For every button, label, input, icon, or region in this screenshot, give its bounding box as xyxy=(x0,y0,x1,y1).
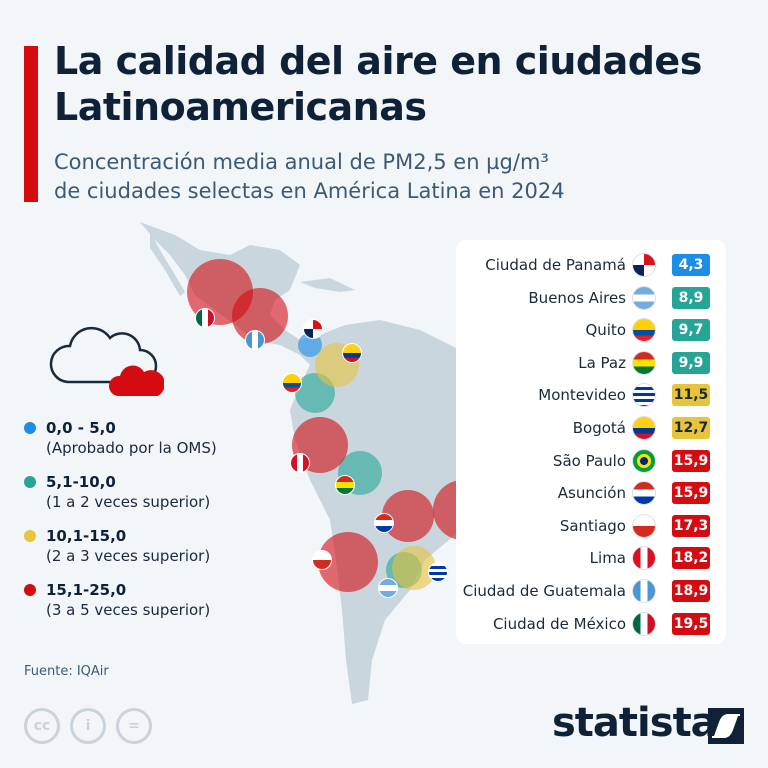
accent-bar xyxy=(24,46,38,202)
panama-map-flag-icon xyxy=(303,319,323,339)
attribution-icon[interactable]: i xyxy=(70,708,106,744)
value-badge: 15,9 xyxy=(672,482,710,505)
cc-license-icon[interactable]: cc xyxy=(24,708,60,744)
table-row: Montevideo 11,5 xyxy=(538,382,710,408)
table-row: Ciudad de México 19,5 xyxy=(493,611,710,637)
argentina-map-flag-icon xyxy=(378,578,398,598)
statista-logo[interactable]: statista xyxy=(552,700,718,746)
city-name: Ciudad de Guatemala xyxy=(462,582,626,600)
peru-flag-icon xyxy=(632,546,656,571)
legend-color-swatch xyxy=(24,476,36,488)
ranking-panel: Ciudad de Panamá 4,3 Buenos Aires 8,9 Quito 9… xyxy=(456,240,726,644)
legend-range: 0,0 - 5,0 xyxy=(46,419,116,437)
value-badge: 17,3 xyxy=(672,514,710,537)
value-badge: 18,9 xyxy=(672,580,710,602)
peru-map-flag-icon xyxy=(290,453,310,473)
legend-range: 5,1-10,0 xyxy=(46,473,116,491)
value-badge: 9,9 xyxy=(672,351,710,374)
no-derivatives-icon[interactable]: = xyxy=(116,708,152,744)
table-row: Santiago 17,3 xyxy=(560,513,710,539)
ecuador-flag-icon xyxy=(632,318,656,343)
map-baja xyxy=(150,232,185,296)
city-name: Santiago xyxy=(559,516,626,535)
bubble-panama xyxy=(298,333,322,357)
value-badge: 12,7 xyxy=(672,417,710,439)
paraguay-map-flag-icon xyxy=(374,513,394,533)
brazil-flag-icon xyxy=(632,448,656,473)
city-name: Montevideo xyxy=(538,386,626,405)
table-row: Ciudad de Guatemala 18,9 xyxy=(463,578,710,604)
value-badge: 18,2 xyxy=(672,547,710,570)
table-row: Bogotá 12,7 xyxy=(573,415,710,441)
subtitle: Concentración media anual de PM2,5 en µg… xyxy=(54,150,565,203)
city-name: Asunción xyxy=(557,484,626,503)
chile-flag-icon xyxy=(632,513,656,538)
paraguay-flag-icon xyxy=(632,481,656,506)
table-row: Quito 9,7 xyxy=(585,317,710,343)
page-title: La calidad del aire en ciudades Latinoame… xyxy=(54,39,702,129)
value-badge: 8,9 xyxy=(672,286,710,309)
city-name: Lima xyxy=(589,549,626,568)
uruguay-flag-icon xyxy=(632,383,656,408)
legend-description: (3 a 5 veces superior) xyxy=(46,601,211,619)
city-name: Ciudad de Panamá xyxy=(485,256,626,274)
legend-color-swatch xyxy=(24,584,36,596)
legend-color-swatch xyxy=(24,530,36,542)
map-caribbean xyxy=(300,278,355,292)
bubble-uruguay xyxy=(392,546,436,590)
mexico-flag-icon xyxy=(632,611,656,636)
bolivia-map-flag-icon xyxy=(335,475,355,495)
bubble-chile xyxy=(318,532,378,592)
city-name: Buenos Aires xyxy=(528,288,626,307)
source: Fuente: IQAir xyxy=(24,664,109,679)
cloud-icon xyxy=(48,320,165,404)
table-row: Lima 18,2 xyxy=(590,545,710,571)
value-badge: 15,9 xyxy=(672,449,710,472)
legend-color-swatch xyxy=(24,422,36,434)
city-name: La Paz xyxy=(578,353,626,372)
city-name: São Paulo xyxy=(552,451,626,470)
value-badge: 9,7 xyxy=(672,319,710,342)
chile-map-flag-icon xyxy=(312,550,332,570)
uruguay-map-flag-icon xyxy=(428,562,448,582)
city-name: Quito xyxy=(585,321,626,340)
table-row: Asunción 15,9 xyxy=(558,480,710,506)
value-badge: 19,5 xyxy=(672,612,710,635)
colombia-map-flag-icon xyxy=(342,343,362,363)
legend-description: (1 a 2 veces superior) xyxy=(46,493,211,511)
city-name: Ciudad de México xyxy=(492,614,626,633)
panama-flag-icon xyxy=(632,253,656,277)
argentina-flag-icon xyxy=(632,285,656,310)
table-row: La Paz 9,9 xyxy=(578,350,710,376)
mexico-map-flag-icon xyxy=(195,308,215,328)
statista-logo-mark xyxy=(708,708,744,744)
legend-range: 15,1-25,0 xyxy=(46,581,127,599)
legend-range: 10,1-15,0 xyxy=(46,527,127,545)
guatemala-flag-icon xyxy=(632,579,656,603)
legend-description: (2 a 3 veces superior) xyxy=(46,547,211,565)
ecuador-map-flag-icon xyxy=(282,373,302,393)
table-row: Ciudad de Panamá 4,3 xyxy=(485,252,710,278)
colombia-flag-icon xyxy=(632,416,656,440)
table-row: Buenos Aires 8,9 xyxy=(528,285,710,311)
value-badge: 4,3 xyxy=(672,254,710,276)
city-name: Bogotá xyxy=(572,419,626,437)
value-badge: 11,5 xyxy=(672,384,710,407)
bubble-paraguay xyxy=(382,490,434,542)
guatemala-map-flag-icon xyxy=(245,330,265,350)
legend-description: (Aprobado por la OMS) xyxy=(46,439,217,457)
bolivia-flag-icon xyxy=(632,350,656,375)
table-row: São Paulo 15,9 xyxy=(553,448,710,474)
